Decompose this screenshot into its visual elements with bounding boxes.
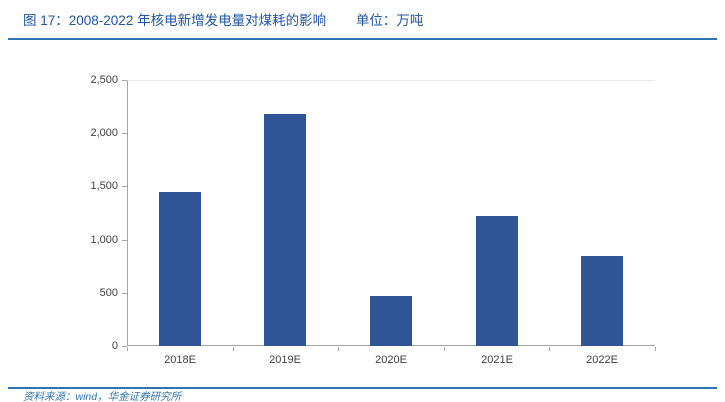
bar-2018e — [159, 192, 201, 346]
x-axis-category-label: 2020E — [375, 354, 407, 366]
y-axis-tick-label: 1,000 — [90, 233, 118, 246]
bar-2019e — [264, 114, 306, 346]
y-axis-tick-mark — [122, 80, 127, 81]
x-axis-category-label: 2022E — [586, 354, 618, 366]
figure-unit-label: 单位：万吨 — [355, 13, 424, 28]
bar-2021e — [476, 216, 518, 346]
x-axis-tick-mark — [444, 347, 445, 351]
y-axis-tick-mark — [122, 240, 127, 241]
y-axis-tick-label: 2,000 — [90, 127, 118, 140]
x-axis-category-label: 2021E — [481, 354, 513, 366]
y-axis-tick-mark — [122, 346, 127, 347]
y-axis-tick-label: 1,500 — [90, 180, 118, 193]
footer-divider — [8, 387, 717, 389]
y-axis-tick-label: 2,500 — [90, 74, 118, 86]
y-axis-tick-mark — [122, 293, 127, 294]
figure-title-row: 图 17：2008-2022 年核电新增发电量对煤耗的影响 单位：万吨 — [23, 12, 423, 30]
x-axis-tick-mark — [655, 347, 656, 351]
x-axis-tick-mark — [127, 347, 128, 351]
x-axis-category-label: 2018E — [164, 354, 196, 366]
title-divider — [8, 38, 717, 40]
figure-title: 图 17：2008-2022 年核电新增发电量对煤耗的影响 — [23, 13, 327, 28]
y-axis-tick-label: 0 — [111, 340, 118, 352]
x-axis-tick-mark — [338, 347, 339, 351]
x-axis-tick-mark — [233, 347, 234, 351]
y-axis-tick-mark — [122, 186, 127, 187]
bar-2022e — [581, 256, 623, 346]
y-axis-tick-label: 500 — [99, 286, 118, 299]
source-note: 资料来源：wind，华金证券研究所 — [23, 391, 182, 402]
x-axis-category-label: 2019E — [269, 354, 301, 366]
bar-2020e — [370, 296, 412, 346]
y-axis-tick-mark — [122, 133, 127, 134]
x-axis-tick-mark — [549, 347, 550, 351]
